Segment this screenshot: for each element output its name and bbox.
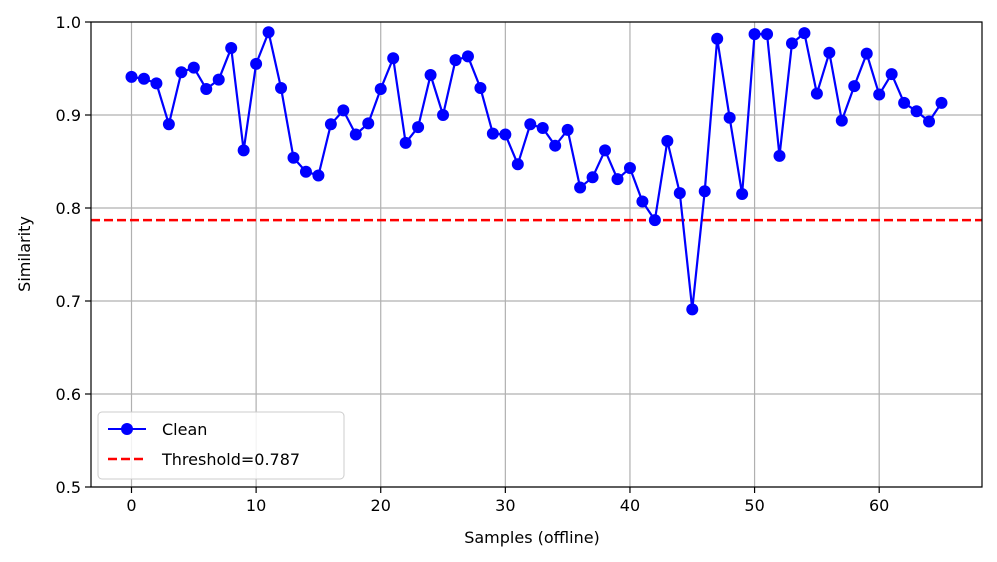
- data-point: [399, 136, 412, 149]
- data-point: [835, 114, 848, 127]
- data-point: [574, 181, 587, 194]
- data-point: [511, 158, 524, 171]
- data-point: [212, 73, 225, 86]
- data-point: [898, 96, 911, 109]
- data-point: [623, 162, 636, 175]
- data-point: [187, 61, 200, 74]
- data-point: [499, 128, 512, 141]
- x-tick-label: 60: [869, 496, 889, 515]
- data-point: [524, 118, 537, 131]
- series-layer: [125, 26, 948, 316]
- data-point: [225, 42, 238, 55]
- data-point: [162, 118, 175, 131]
- data-point: [461, 50, 474, 63]
- data-point: [586, 171, 599, 184]
- data-point: [661, 135, 674, 148]
- data-point: [200, 82, 213, 95]
- data-point: [648, 214, 661, 227]
- x-axis-label: Samples (offline): [464, 528, 600, 547]
- data-point: [935, 96, 948, 109]
- legend-clean-label: Clean: [162, 420, 207, 439]
- data-point: [923, 115, 936, 128]
- x-axis: 0 10 20 30 40 50 60: [126, 487, 889, 515]
- x-tick-label: 50: [744, 496, 764, 515]
- plot-frame: [90, 21, 983, 488]
- data-point: [848, 80, 861, 93]
- x-tick-label: 20: [371, 496, 391, 515]
- data-point: [773, 149, 786, 162]
- x-tick-label: 0: [126, 496, 136, 515]
- data-point: [175, 66, 188, 79]
- data-point: [810, 87, 823, 100]
- y-tick-label: 0.9: [56, 106, 81, 125]
- x-tick-label: 30: [495, 496, 515, 515]
- data-point: [287, 151, 300, 164]
- data-point: [673, 187, 686, 200]
- data-point: [698, 185, 711, 198]
- legend-threshold-label: Threshold=0.787: [161, 450, 300, 469]
- data-point: [711, 32, 724, 45]
- data-point: [299, 165, 312, 178]
- data-point: [362, 117, 375, 130]
- data-point: [412, 121, 425, 134]
- data-point: [324, 118, 337, 131]
- data-point: [424, 69, 437, 82]
- data-point: [449, 54, 462, 67]
- data-point: [885, 68, 898, 81]
- data-point: [250, 57, 263, 70]
- data-point: [387, 52, 400, 65]
- data-point: [150, 77, 163, 90]
- data-point: [125, 70, 138, 83]
- data-point: [349, 128, 362, 141]
- data-point: [761, 28, 774, 41]
- legend: Clean Threshold=0.787: [97, 411, 345, 480]
- data-point: [873, 88, 886, 101]
- legend-clean-marker: [121, 423, 133, 435]
- data-point: [374, 82, 387, 95]
- y-tick-label: 1.0: [56, 13, 81, 32]
- data-point: [486, 127, 499, 140]
- data-point: [736, 188, 749, 201]
- data-point: [611, 173, 624, 186]
- legend-box: [97, 411, 345, 480]
- data-point: [237, 144, 250, 157]
- data-point: [785, 37, 798, 50]
- data-point: [262, 26, 275, 39]
- data-point: [748, 28, 761, 41]
- data-point: [686, 303, 699, 316]
- y-tick-label: 0.8: [56, 199, 81, 218]
- data-point: [723, 111, 736, 124]
- data-point: [536, 122, 549, 135]
- y-tick-label: 0.7: [56, 292, 81, 311]
- data-point: [437, 109, 450, 121]
- data-point: [860, 47, 873, 60]
- data-point: [137, 72, 150, 85]
- data-point: [823, 46, 836, 59]
- data-point: [798, 27, 811, 40]
- data-point: [474, 82, 487, 95]
- x-tick-label: 10: [246, 496, 266, 515]
- data-point: [636, 195, 649, 208]
- data-point: [599, 144, 612, 157]
- x-tick-label: 40: [620, 496, 640, 515]
- data-point: [312, 169, 325, 182]
- data-point: [549, 139, 562, 152]
- data-point: [275, 82, 288, 95]
- data-point: [910, 105, 923, 118]
- y-axis: 0.5 0.6 0.7 0.8 0.9 1.0: [56, 13, 91, 497]
- y-tick-label: 0.6: [56, 385, 81, 404]
- y-tick-label: 0.5: [56, 478, 81, 497]
- data-point: [561, 123, 574, 136]
- data-point: [337, 104, 350, 117]
- y-axis-label: Similarity: [15, 216, 34, 292]
